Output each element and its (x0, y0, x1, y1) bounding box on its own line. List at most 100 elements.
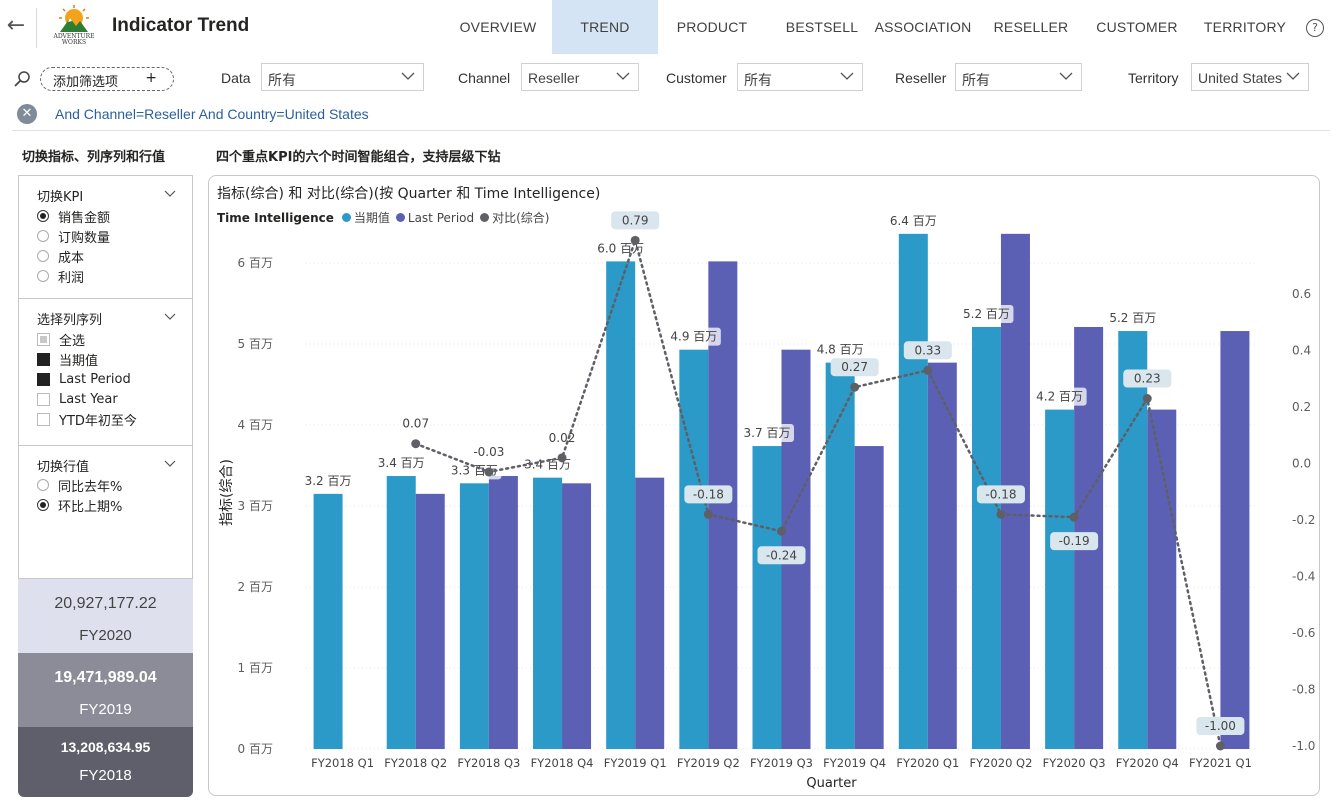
y2-tick-label: 0.6 (1292, 287, 1311, 301)
row-option[interactable]: 环比上期% (37, 496, 123, 515)
checkbox-checked[interactable] (37, 352, 50, 366)
divider (12, 130, 1330, 131)
y2-tick-label: -0.2 (1292, 513, 1315, 527)
chart-title: 指标(综合) 和 对比(综合)(按 Quarter 和 Time Intelli… (217, 186, 601, 202)
filter-select-channel[interactable]: Reseller (521, 63, 639, 91)
tab-overview[interactable]: OVERVIEW (459, 19, 537, 35)
radio[interactable] (37, 479, 49, 491)
bar-current (1045, 409, 1075, 749)
combo-chart: 0 百万 1 百万 2 百万 3 百万 4 百万 5 百万 6 百万 -1.0 -0.8 -0.6… (219, 211, 1315, 791)
tab-association[interactable]: ASSOCIATION (874, 19, 972, 35)
line-data-label: 0.79 (622, 213, 649, 227)
legend-item[interactable]: Last Period (395, 210, 475, 225)
tab-bestsell[interactable]: BESTSELL (785, 19, 859, 35)
legend-label: Last Period (407, 210, 475, 225)
chevron-down-icon (840, 72, 854, 80)
chart-legend: Time Intelligence 当期值 Last Period 对比(综合) (217, 209, 556, 226)
adventure-works-logo: ADVENTURE WORKS (50, 4, 98, 48)
kpi-option[interactable]: 利润 (37, 267, 85, 286)
divider (19, 298, 192, 299)
filter-select-data[interactable]: 所有 (261, 63, 424, 91)
kpi-option-label: 成本 (58, 250, 85, 266)
line-point (777, 526, 786, 536)
tab-trend[interactable]: TREND (552, 0, 658, 54)
search-icon[interactable] (12, 69, 32, 89)
series-slicer: 选择列序列 全选 当期值 Last Period Last Year YTD年初… (19, 299, 192, 445)
chevron-down-icon[interactable] (164, 460, 176, 468)
legend-item[interactable]: 当期值 (341, 209, 390, 226)
checkbox[interactable] (37, 412, 50, 426)
bar-last-period (854, 446, 884, 749)
bar-data-label: 3.7 百万 (744, 426, 791, 440)
filter-value-territory: United States (1198, 70, 1283, 86)
kpi-option-label: 利润 (58, 270, 85, 286)
bar-last-period (415, 493, 445, 749)
row-slicer: 切换行值 同比去年% 环比上期% (19, 446, 192, 578)
clear-filter-icon[interactable]: ✕ (17, 104, 37, 124)
radio[interactable] (37, 250, 49, 262)
kpi-card-fy2018: 13,208,634.95 FY2018 (18, 727, 193, 797)
tab-customer[interactable]: CUSTOMER (1096, 19, 1178, 35)
series-option-label: YTD年初至今 (59, 413, 137, 429)
bar-current (752, 446, 782, 749)
chevron-down-icon (401, 72, 415, 80)
kpi-option[interactable]: 销售金额 (37, 207, 111, 226)
tab-territory[interactable]: TERRITORY (1203, 19, 1287, 35)
kpi-card-year: FY2020 (79, 627, 132, 644)
kpi-card-value: 19,471,989.04 (54, 669, 157, 686)
filter-select-customer[interactable]: 所有 (737, 63, 863, 91)
radio-selected[interactable] (37, 499, 49, 511)
bar-current (533, 477, 563, 749)
series-option[interactable]: Last Period (37, 370, 131, 388)
y2-tick-label: 0.4 (1292, 344, 1311, 358)
legend-item[interactable]: 对比(综合) (480, 209, 550, 226)
line-point (484, 467, 494, 477)
radio-selected[interactable] (37, 210, 49, 222)
filter-select-reseller[interactable]: 所有 (955, 63, 1082, 91)
kpi-option[interactable]: 成本 (37, 247, 85, 266)
divider (36, 8, 37, 48)
line-point (557, 453, 567, 463)
filter-select-territory[interactable]: United States (1191, 63, 1309, 91)
bar-label-bg (301, 471, 356, 490)
series-option[interactable]: YTD年初至今 (37, 410, 137, 429)
bar-current (898, 233, 928, 750)
radio[interactable] (37, 230, 49, 242)
bar-last-period (927, 362, 957, 749)
kpi-option-label: 销售金额 (58, 210, 111, 226)
back-arrow-icon[interactable]: ← (6, 13, 26, 38)
add-filter-button[interactable]: 添加筛选项 + (40, 67, 174, 91)
tab-reseller[interactable]: RESELLER (993, 19, 1069, 35)
line-label-bg (611, 211, 660, 230)
series-option[interactable]: 全选 (37, 330, 85, 349)
kpi-option[interactable]: 订购数量 (37, 227, 110, 246)
checkbox-partial[interactable] (37, 332, 50, 346)
radio[interactable] (37, 270, 49, 282)
tab-product[interactable]: PRODUCT (676, 19, 748, 35)
line-label-bg (1050, 532, 1099, 551)
filter-value-channel: Reseller (528, 70, 580, 86)
kpi-card-fy2020: 20,927,177.22 FY2020 (18, 579, 193, 653)
checkbox-checked[interactable] (37, 372, 50, 386)
series-option[interactable]: Last Year (37, 390, 118, 408)
chevron-down-icon[interactable] (164, 313, 176, 321)
add-filter-label: 添加筛选项 (53, 75, 119, 90)
row-option-label: 环比上期% (58, 499, 123, 515)
help-icon[interactable]: ? (1306, 19, 1324, 37)
legend-label: 当期值 (353, 211, 390, 225)
row-option[interactable]: 同比去年% (37, 476, 122, 495)
bar-data-label: 3.4 百万 (378, 456, 425, 470)
line-point (630, 235, 640, 245)
x-tick-label: FY2020 Q3 (1043, 756, 1106, 770)
filter-value-customer: 所有 (744, 72, 772, 88)
chevron-down-icon[interactable] (164, 190, 176, 198)
filter-label-territory: Territory (1128, 70, 1179, 86)
kpi-card-value: 13,208,634.95 (60, 739, 151, 755)
bar-data-label: 4.9 百万 (670, 330, 717, 344)
line-point (703, 509, 713, 519)
bar-current (606, 261, 636, 749)
checkbox[interactable] (37, 392, 50, 406)
series-option[interactable]: 当期值 (37, 350, 98, 369)
line-data-label: -1.00 (1205, 719, 1236, 733)
line-label-bg (976, 485, 1025, 504)
